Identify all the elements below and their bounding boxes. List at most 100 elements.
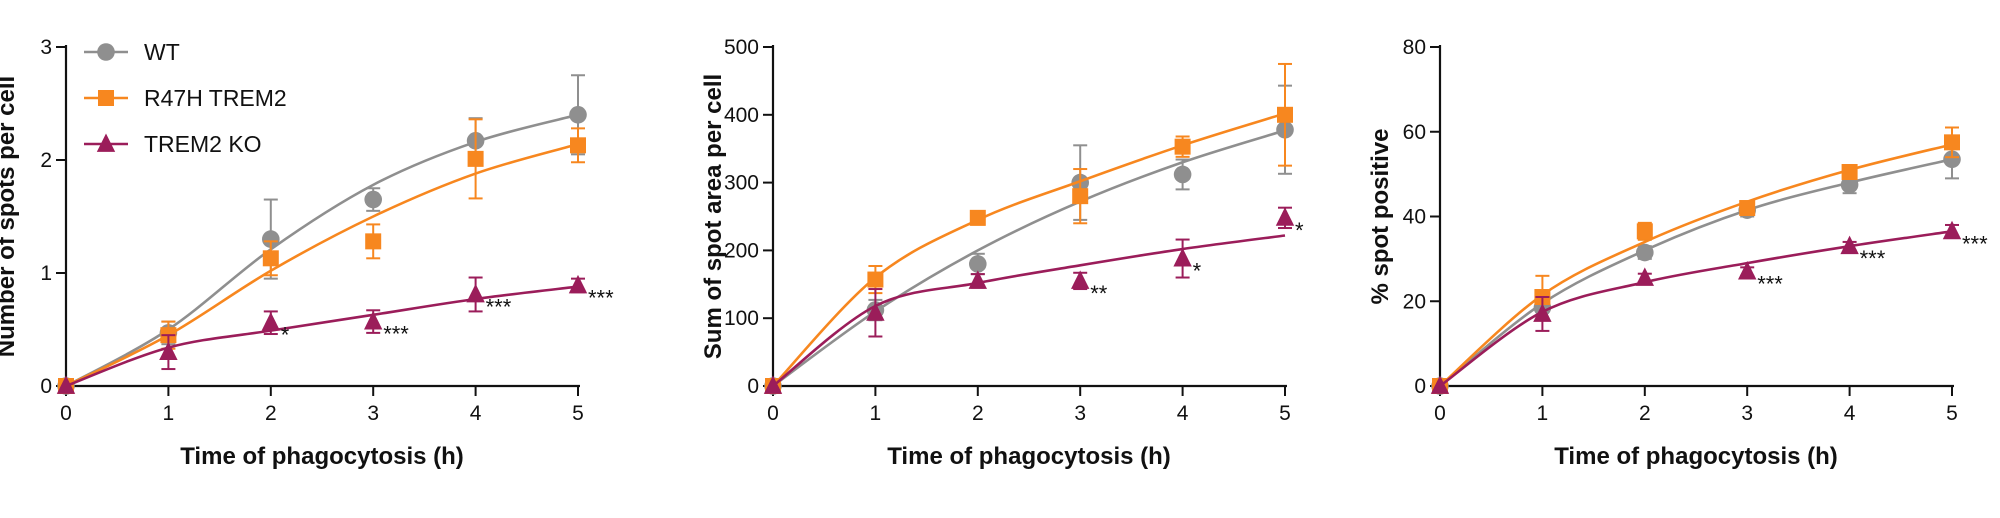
x-axis-title: Time of phagocytosis (h)	[887, 443, 1171, 470]
significance-label: ***	[1962, 231, 1988, 256]
data-point-square	[467, 150, 484, 167]
significance-label: ***	[588, 285, 614, 310]
chart-panel-3: 0 20 40 60 80 0 1 2 3 4 5 Time of phagocytosis (h)%…	[1367, 36, 1988, 470]
fit-curve-circle	[65, 113, 579, 388]
x-tick-label: 5	[1946, 402, 1958, 425]
y-tick-label: 200	[724, 239, 759, 262]
data-point-triangle	[1942, 220, 1962, 240]
data-point-square	[365, 233, 382, 250]
x-tick-label: 4	[1177, 402, 1189, 425]
x-tick-label: 3	[1074, 402, 1086, 425]
data-point-square	[867, 271, 884, 288]
data-point-triangle	[56, 375, 76, 394]
x-tick-label: 0	[767, 402, 779, 425]
data-point-triangle	[1071, 270, 1090, 289]
data-point-triangle	[364, 311, 383, 330]
x-tick-label: 1	[163, 402, 175, 425]
data-point-circle	[1636, 243, 1654, 262]
significance-label: **	[1090, 281, 1108, 306]
legend-label: TREM2 KO	[144, 131, 262, 157]
data-point-circle	[364, 190, 383, 209]
x-tick-label: 2	[1639, 402, 1651, 425]
fit-curve-triangle	[772, 234, 1286, 388]
data-point-circle	[569, 106, 587, 124]
data-point-circle	[969, 255, 987, 273]
fit-curve-triangle	[1439, 230, 1953, 388]
x-tick-label: 3	[367, 402, 379, 425]
y-tick-label: 500	[724, 36, 759, 59]
data-point-square	[1636, 223, 1653, 240]
legend-label: WT	[144, 39, 180, 65]
x-axis-title: Time of phagocytosis (h)	[180, 443, 464, 470]
legend-item: R47H TREM2	[84, 85, 287, 111]
data-point-triangle	[1430, 375, 1450, 394]
data-point-triangle	[1173, 247, 1192, 267]
data-point-square	[262, 250, 279, 267]
significance-label: ***	[486, 294, 512, 319]
y-tick-label: 1	[40, 262, 52, 285]
data-point-square	[969, 209, 986, 226]
significance-label: *	[1295, 218, 1304, 243]
data-point-square	[1841, 164, 1858, 181]
x-tick-label: 4	[470, 402, 482, 425]
significance-label: ***	[383, 322, 409, 347]
fit-curve-triangle	[65, 285, 579, 388]
data-point-circle	[1943, 150, 1961, 169]
data-point-triangle	[466, 283, 485, 303]
x-tick-label: 0	[1434, 402, 1446, 425]
data-point-triangle	[763, 375, 783, 394]
y-tick-label: 3	[40, 36, 52, 59]
data-point-circle	[1840, 175, 1859, 194]
y-tick-label: 0	[1414, 375, 1426, 398]
data-point-triangle	[568, 274, 588, 294]
x-tick-label: 3	[1741, 402, 1753, 425]
x-tick-label: 2	[972, 402, 984, 425]
legend-label: R47H TREM2	[144, 85, 287, 111]
data-point-triangle	[968, 270, 987, 289]
y-axis-title: Number of spots per cell	[0, 76, 20, 357]
x-tick-label: 1	[1537, 402, 1549, 425]
significance-label: *	[281, 323, 290, 348]
data-point-square	[1944, 134, 1960, 151]
fit-curve-square	[772, 112, 1286, 387]
y-tick-label: 40	[1403, 206, 1426, 229]
y-tick-label: 300	[724, 172, 759, 195]
x-tick-label: 5	[572, 402, 584, 425]
x-tick-label: 0	[60, 402, 72, 425]
fit-curve-square	[65, 142, 579, 388]
data-point-triangle	[1275, 207, 1295, 226]
data-point-triangle	[1635, 267, 1654, 286]
y-tick-label: 400	[724, 104, 759, 127]
fit-curve-square	[1439, 143, 1953, 387]
legend-marker-square	[98, 90, 114, 106]
legend-marker-circle	[97, 43, 115, 61]
data-point-square	[1277, 106, 1293, 123]
data-point-triangle	[1840, 235, 1859, 255]
data-point-triangle	[159, 341, 178, 361]
significance-label: *	[1193, 259, 1202, 284]
x-axis-title: Time of phagocytosis (h)	[1554, 443, 1838, 470]
x-tick-label: 4	[1844, 402, 1856, 425]
y-tick-label: 0	[40, 375, 52, 398]
y-tick-label: 0	[747, 375, 759, 398]
y-tick-label: 60	[1403, 121, 1426, 144]
data-point-square	[1072, 188, 1089, 205]
chart-panel-1: 0 1 2 3 0 1 2 3 4 5 Time of phagocytosis (h) Number…	[0, 36, 614, 470]
fit-curve-circle	[1439, 158, 1953, 388]
y-axis-title: Sum of spot area per cell	[700, 74, 727, 359]
x-tick-label: 5	[1279, 402, 1291, 425]
data-point-circle	[262, 230, 280, 248]
x-tick-label: 1	[870, 402, 882, 425]
x-tick-label: 2	[265, 402, 277, 425]
significance-label: ***	[1860, 246, 1886, 271]
y-tick-label: 80	[1403, 36, 1426, 59]
y-tick-label: 20	[1403, 290, 1426, 313]
data-point-square	[570, 137, 586, 154]
data-point-square	[1739, 200, 1756, 217]
legend-item: WT	[84, 39, 180, 65]
data-point-triangle	[1738, 261, 1757, 280]
significance-label: ***	[1757, 272, 1783, 297]
y-axis-title: % spot positive	[1367, 128, 1394, 304]
data-point-triangle	[261, 312, 280, 331]
